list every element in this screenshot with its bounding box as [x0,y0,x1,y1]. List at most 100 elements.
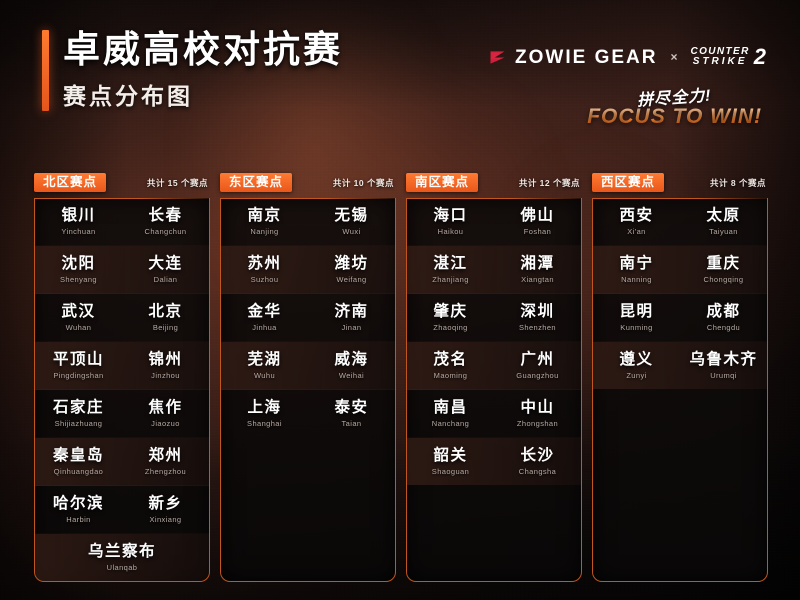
city-cell[interactable]: 韶关 Shaoguan [407,448,494,475]
region-venue-count: 共计 12 个赛点 [518,177,580,188]
city-cell[interactable]: 茂名 Maoming [407,352,494,379]
city-name-en: Suzhou [250,274,279,284]
city-name-cn: 郑州 [148,447,183,464]
city-cell[interactable]: 大连 Dalian [122,256,209,283]
city-name-cn: 湘潭 [520,255,555,272]
city-cell[interactable]: 秦皇岛 Qinhuangdao [35,448,122,475]
city-cell[interactable]: 广州 Guangzhou [494,352,581,379]
region-badge[interactable]: 北区赛点 [34,172,107,193]
city-name-en: Xi'an [627,226,646,236]
city-name-cn: 焦作 [148,399,183,416]
city-cell[interactable]: 泰安 Taian [308,400,395,427]
city-cell[interactable]: 重庆 Chongqing [680,256,767,283]
city-name-en: Jinhua [252,322,277,332]
city-name-en: Xiangtan [521,274,554,284]
city-name-cn: 长春 [148,207,183,224]
city-name-en: Nanjing [250,226,279,236]
region-column-header: 东区赛点 共计 10 个赛点 [220,172,396,193]
city-cell[interactable]: 太原 Taiyuan [680,208,767,235]
city-cell[interactable]: 济南 Jinan [308,304,395,331]
city-name-cn: 平顶山 [52,351,104,368]
city-row: 哈尔滨 Harbin 新乡 Xinxiang [35,486,209,534]
city-cell[interactable]: 潍坊 Weifang [308,256,395,283]
city-cell[interactable]: 石家庄 Shijiazhuang [35,400,122,427]
city-cell[interactable]: 肇庆 Zhaoqing [407,304,494,331]
brand-row: ZOWIE GEAR × COUNTER STRIKE 2 [487,46,766,68]
city-cell[interactable]: 哈尔滨 Harbin [35,496,122,523]
city-name-cn: 南宁 [619,255,654,272]
city-cell[interactable]: 深圳 Shenzhen [494,304,581,331]
city-row: 海口 Haikou 佛山 Foshan [407,198,581,246]
region-badge[interactable]: 南区赛点 [406,172,479,193]
city-cell[interactable]: 遵义 Zunyi [593,352,680,379]
city-row: 肇庆 Zhaoqing 深圳 Shenzhen [407,294,581,342]
city-name-cn: 广州 [520,351,555,368]
city-cell[interactable]: 长沙 Changsha [494,448,581,475]
city-cell[interactable]: 北京 Beijing [122,304,209,331]
region-panel: 南京 Nanjing 无锡 Wuxi 苏州 Suzhou 潍坊 Weifang 金华 Jinhua… [220,198,396,582]
city-name-cn: 乌鲁木齐 [689,351,758,368]
city-cell[interactable]: 苏州 Suzhou [221,256,308,283]
city-name-cn: 秦皇岛 [52,447,104,464]
city-cell[interactable]: 沈阳 Shenyang [35,256,122,283]
city-name-en: Shijiazhuang [54,418,103,428]
city-cell[interactable]: 长春 Changchun [122,208,209,235]
city-name-en: Changsha [518,466,557,476]
city-cell[interactable]: 南宁 Nanning [593,256,680,283]
city-name-cn: 中山 [520,399,555,416]
brand-separator: × [670,50,678,64]
region-column: 北区赛点 共计 15 个赛点银川 Yinchuan 长春 Changchun 沈阳 Shen… [34,172,210,582]
region-badge[interactable]: 东区赛点 [220,172,293,193]
city-cell[interactable]: 平顶山 Pingdingshan [35,352,122,379]
city-cell[interactable]: 西安 Xi'an [593,208,680,235]
page-subtitle: 赛点分布图 [63,82,193,109]
cs2-wordmark: COUNTER STRIKE [691,47,750,67]
city-name-cn: 南昌 [433,399,468,416]
city-cell[interactable]: 芜湖 Wuhu [221,352,308,379]
city-cell[interactable]: 武汉 Wuhan [35,304,122,331]
city-row: 湛江 Zhanjiang 湘潭 Xiangtan [407,246,581,294]
city-cell[interactable]: 锦州 Jinzhou [122,352,209,379]
city-name-en: Taian [341,418,362,428]
city-name-cn: 沈阳 [61,255,96,272]
city-name-cn: 重庆 [706,255,741,272]
city-cell[interactable]: 湛江 Zhanjiang [407,256,494,283]
city-cell[interactable]: 郑州 Zhengzhou [122,448,209,475]
city-name-en: Changchun [144,226,187,236]
zowie-wordmark: ZOWIE GEAR [515,46,658,68]
city-name-cn: 苏州 [247,255,282,272]
city-name-en: Xinxiang [149,514,182,524]
city-name-en: Nanning [621,274,652,284]
cs2-line1: COUNTER [690,46,750,57]
city-cell[interactable]: 湘潭 Xiangtan [494,256,581,283]
city-cell[interactable]: 上海 Shanghai [221,400,308,427]
city-name-en: Maoming [433,370,468,380]
city-cell[interactable]: 海口 Haikou [407,208,494,235]
city-row: 西安 Xi'an 太原 Taiyuan [593,198,767,246]
city-cell[interactable]: 金华 Jinhua [221,304,308,331]
city-name-cn: 北京 [148,303,183,320]
city-cell[interactable]: 中山 Zhongshan [494,400,581,427]
city-cell[interactable]: 成都 Chengdu [680,304,767,331]
city-name-en: Jiaozuo [151,418,180,428]
city-cell[interactable]: 南昌 Nanchang [407,400,494,427]
city-name-cn: 芜湖 [247,351,282,368]
region-badge[interactable]: 西区赛点 [592,172,665,193]
city-cell[interactable]: 昆明 Kunming [593,304,680,331]
city-cell[interactable]: 乌鲁木齐 Urumqi [680,352,767,379]
title-texts: 卓威高校对抗赛 赛点分布图 [63,30,343,111]
city-cell[interactable]: 新乡 Xinxiang [122,496,209,523]
city-cell[interactable]: 银川 Yinchuan [35,208,122,235]
city-cell[interactable]: 无锡 Wuxi [308,208,395,235]
region-column-header: 北区赛点 共计 15 个赛点 [34,172,210,193]
city-cell[interactable]: 威海 Weihai [308,352,395,379]
city-name-cn: 无锡 [334,207,369,224]
city-cell[interactable]: 佛山 Foshan [494,208,581,235]
city-cell[interactable]: 焦作 Jiaozuo [122,400,209,427]
city-cell[interactable]: 乌兰察布 Ulanqab [35,544,209,571]
city-name-en: Qinhuangdao [53,466,104,476]
region-column: 东区赛点 共计 10 个赛点南京 Nanjing 无锡 Wuxi 苏州 Suzhou 潍坊 We… [220,172,396,582]
city-name-en: Ulanqab [106,562,138,572]
city-cell[interactable]: 南京 Nanjing [221,208,308,235]
